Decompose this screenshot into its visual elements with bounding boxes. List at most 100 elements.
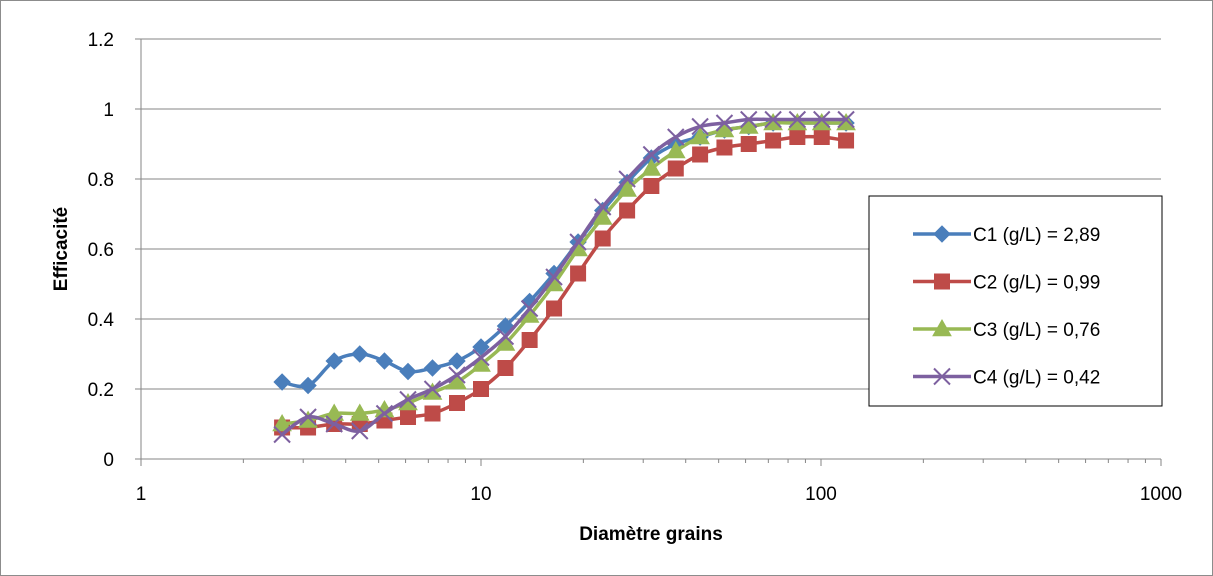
x-marker-stroke <box>325 415 343 433</box>
x-marker-stroke <box>472 348 490 367</box>
legend-label: C2 (g/L) = 0,99 <box>973 273 1100 294</box>
x-marker-stroke <box>496 327 515 346</box>
data-point <box>593 198 612 216</box>
x-marker-stroke <box>375 404 394 423</box>
data-point <box>449 395 466 411</box>
data-point <box>813 110 831 129</box>
data-point <box>642 145 661 164</box>
data-point <box>546 300 563 317</box>
x-marker-stroke <box>399 390 417 409</box>
data-point <box>641 158 662 176</box>
data-point <box>424 405 441 422</box>
data-point <box>349 403 370 421</box>
data-point <box>273 373 291 391</box>
series-line <box>280 120 848 389</box>
series-layer <box>272 110 856 444</box>
data-point <box>497 360 514 376</box>
data-point <box>592 207 613 225</box>
data-point <box>448 366 466 384</box>
data-point <box>570 265 587 282</box>
y-tick-label: 0.8 <box>88 170 114 191</box>
data-point <box>764 110 782 129</box>
x-marker-stroke <box>788 110 807 129</box>
data-point <box>325 352 343 370</box>
data-point <box>787 112 808 131</box>
data-point <box>716 139 733 156</box>
x-marker-stroke <box>545 268 563 286</box>
data-point <box>837 110 855 129</box>
legend-item: C1 (g/L) = 2,89 <box>913 225 1100 246</box>
y-axis-title: Efficacité <box>51 207 72 291</box>
x-marker-stroke <box>740 110 758 129</box>
series-line <box>280 117 848 437</box>
series-1 <box>273 114 855 395</box>
y-tick-label: 0.4 <box>88 310 115 331</box>
data-point <box>618 170 636 188</box>
x-marker-stroke <box>448 366 466 384</box>
data-point <box>545 268 563 286</box>
data-point <box>838 132 855 149</box>
data-point <box>473 381 489 397</box>
data-point <box>765 132 782 149</box>
x-marker-stroke <box>933 367 951 386</box>
x-marker-stroke <box>273 425 291 444</box>
x-axis-title: Diamètre grains <box>579 524 723 545</box>
data-point <box>423 380 442 398</box>
data-point <box>594 230 611 247</box>
y-tick-label: 1.2 <box>88 30 114 51</box>
data-point <box>351 345 369 363</box>
x-marker-stroke <box>667 128 685 146</box>
data-point <box>715 114 734 132</box>
legend-marker <box>934 273 950 290</box>
data-point <box>788 110 807 129</box>
data-point <box>691 117 709 136</box>
legend-marker <box>933 367 951 386</box>
data-point <box>324 403 345 421</box>
y-tick-label: 0.2 <box>88 380 114 401</box>
data-point <box>665 140 686 159</box>
y-tick-label: 0 <box>103 450 114 471</box>
legend-label: C4 (g/L) = 0,42 <box>973 368 1100 389</box>
series-line <box>280 120 848 426</box>
data-point <box>448 352 466 370</box>
data-point <box>811 112 832 131</box>
x-marker-stroke <box>691 117 709 136</box>
data-point <box>667 128 685 146</box>
data-point <box>643 178 660 194</box>
y-tick-label: 0.6 <box>88 240 114 261</box>
data-point <box>789 129 806 145</box>
axis-layer: 0 0.2 0.4 0.6 0.8 1 1.2 1 10 100 1000 <box>88 30 1183 505</box>
x-marker-stroke <box>715 114 734 132</box>
data-point <box>299 408 317 426</box>
data-point <box>351 422 369 440</box>
y-tick-label: 1 <box>103 100 114 121</box>
data-point <box>375 404 394 423</box>
data-point <box>399 362 417 381</box>
x-marker-stroke <box>351 422 369 440</box>
x-tick-label: 10 <box>470 484 491 505</box>
data-point <box>619 202 636 219</box>
data-point <box>763 112 783 131</box>
x-tick-label: 1000 <box>1140 484 1182 505</box>
series-4 <box>273 110 855 444</box>
legend-label: C3 (g/L) = 0,76 <box>973 320 1100 341</box>
series-line <box>280 134 848 430</box>
x-marker-stroke <box>520 299 539 318</box>
x-marker-stroke <box>813 110 831 129</box>
legend-marker <box>933 225 951 243</box>
data-point <box>496 327 515 346</box>
legend-box <box>868 195 1163 407</box>
data-point <box>273 425 291 444</box>
x-marker-stroke <box>423 380 442 398</box>
data-point <box>400 409 417 425</box>
data-point <box>692 146 709 163</box>
data-point <box>617 179 637 197</box>
data-point <box>813 129 830 145</box>
x-marker-stroke <box>593 198 612 216</box>
x-marker-stroke <box>764 110 782 129</box>
x-marker-stroke <box>837 110 855 129</box>
legend-marker <box>932 318 952 337</box>
x-tick-label: 1 <box>136 484 147 505</box>
data-point <box>325 415 343 433</box>
